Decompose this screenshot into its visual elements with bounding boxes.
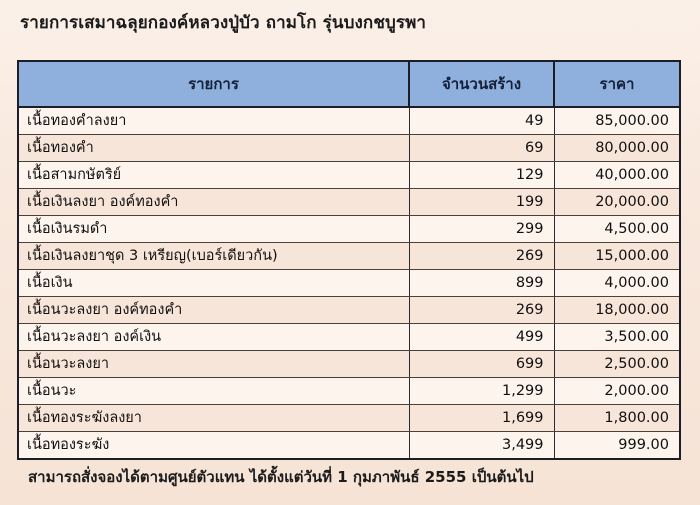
cell-price: 85,000.00 xyxy=(554,107,680,135)
cell-item: เนื้อนวะลงยา องค์เงิน xyxy=(18,323,410,351)
page-title: รายการเสมาฉลุยกองค์หลวงปู่บัว ถามโก รุ่น… xyxy=(20,13,427,33)
cell-item: เนื้อทองระฆังลงยา xyxy=(18,404,410,432)
cell-quantity: 199 xyxy=(409,188,555,216)
cell-quantity: 269 xyxy=(409,296,555,324)
price-table: รายการ จำนวนสร้าง ราคา เนื้อทองคำลงยา 49 8… xyxy=(17,60,681,460)
cell-quantity: 1,699 xyxy=(409,404,555,432)
cell-price: 2,500.00 xyxy=(554,350,680,378)
cell-price: 40,000.00 xyxy=(554,161,680,189)
cell-item: เนื้อสามกษัตริย์ xyxy=(18,161,410,189)
table-row: เนื้อเงินลงยา องค์ทองคำ 199 20,000.00 xyxy=(18,188,680,216)
table-row: เนื้อนวะลงยา องค์เงิน 499 3,500.00 xyxy=(18,323,680,351)
table-row: เนื้อเงินลงยาชุด 3 เหรียญ(เบอร์เดียวกัน)… xyxy=(18,242,680,270)
cell-item: เนื้อเงิน xyxy=(18,269,410,297)
table-row: เนื้อเงิน 899 4,000.00 xyxy=(18,269,680,297)
cell-item: เนื้อเงินลงยาชุด 3 เหรียญ(เบอร์เดียวกัน) xyxy=(18,242,410,270)
cell-price: 18,000.00 xyxy=(554,296,680,324)
cell-price: 4,000.00 xyxy=(554,269,680,297)
cell-quantity: 899 xyxy=(409,269,555,297)
cell-item: เนื้อนวะลงยา องค์ทองคำ xyxy=(18,296,410,324)
table-row: เนื้อสามกษัตริย์ 129 40,000.00 xyxy=(18,161,680,189)
table-row: เนื้อเงินรมดำ 299 4,500.00 xyxy=(18,215,680,243)
cell-price: 4,500.00 xyxy=(554,215,680,243)
table-row: เนื้อทองระฆังลงยา 1,699 1,800.00 xyxy=(18,404,680,432)
cell-item: เนื้อทองระฆัง xyxy=(18,431,410,459)
cell-price: 15,000.00 xyxy=(554,242,680,270)
cell-price: 80,000.00 xyxy=(554,134,680,162)
cell-price: 3,500.00 xyxy=(554,323,680,351)
footer-note: สามารถสั่งจองได้ตามศูนย์ตัวแทน ได้ตั้งแต… xyxy=(28,468,534,486)
table-row: เนื้อทองคำลงยา 49 85,000.00 xyxy=(18,107,680,135)
column-header-price: ราคา xyxy=(554,61,680,108)
column-header-quantity: จำนวนสร้าง xyxy=(409,61,555,108)
cell-quantity: 499 xyxy=(409,323,555,351)
cell-quantity: 1,299 xyxy=(409,377,555,405)
column-header-item: รายการ xyxy=(18,61,410,108)
cell-quantity: 49 xyxy=(409,107,555,135)
cell-quantity: 69 xyxy=(409,134,555,162)
cell-item: เนื้อนวะ xyxy=(18,377,410,405)
table-header-row: รายการ จำนวนสร้าง ราคา xyxy=(18,61,680,108)
table-row: เนื้อนวะลงยา 699 2,500.00 xyxy=(18,350,680,378)
cell-price: 999.00 xyxy=(554,431,680,459)
cell-item: เนื้อเงินรมดำ xyxy=(18,215,410,243)
table-body: เนื้อทองคำลงยา 49 85,000.00 เนื้อทองคำ 69 80,… xyxy=(18,107,680,459)
cell-quantity: 269 xyxy=(409,242,555,270)
cell-price: 20,000.00 xyxy=(554,188,680,216)
cell-item: เนื้อเงินลงยา องค์ทองคำ xyxy=(18,188,410,216)
cell-item: เนื้อนวะลงยา xyxy=(18,350,410,378)
cell-quantity: 129 xyxy=(409,161,555,189)
cell-price: 2,000.00 xyxy=(554,377,680,405)
table-row: เนื้อทองคำ 69 80,000.00 xyxy=(18,134,680,162)
cell-quantity: 699 xyxy=(409,350,555,378)
table-row: เนื้อนวะ 1,299 2,000.00 xyxy=(18,377,680,405)
cell-item: เนื้อทองคำ xyxy=(18,134,410,162)
cell-price: 1,800.00 xyxy=(554,404,680,432)
table-row: เนื้อนวะลงยา องค์ทองคำ 269 18,000.00 xyxy=(18,296,680,324)
cell-quantity: 3,499 xyxy=(409,431,555,459)
table-header: รายการ จำนวนสร้าง ราคา xyxy=(18,61,680,108)
table-row: เนื้อทองระฆัง 3,499 999.00 xyxy=(18,431,680,459)
cell-item: เนื้อทองคำลงยา xyxy=(18,107,410,135)
cell-quantity: 299 xyxy=(409,215,555,243)
